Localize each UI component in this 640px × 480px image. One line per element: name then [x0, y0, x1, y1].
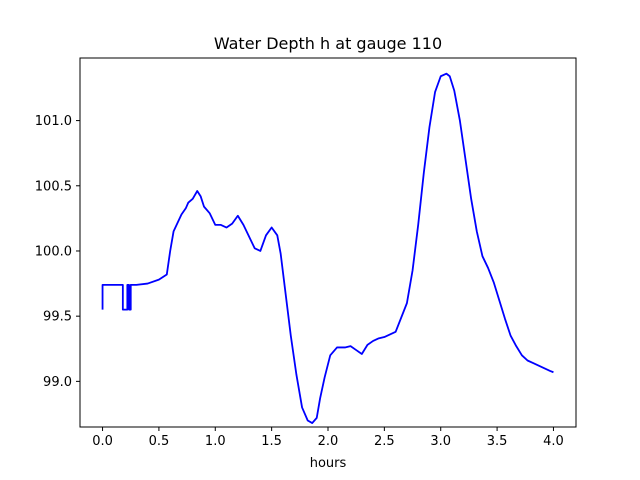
x-tick-label: 2.0 — [318, 434, 339, 449]
x-tick-label: 2.5 — [374, 434, 395, 449]
chart-title: Water Depth h at gauge 110 — [214, 34, 442, 53]
y-tick-label: 99.0 — [43, 375, 72, 390]
x-tick-label: 0.5 — [149, 434, 170, 449]
y-axis-ticks: 99.0 99.5 100.0 100.5 101.0 — [35, 114, 80, 390]
y-tick-label: 101.0 — [35, 114, 72, 129]
plot-area — [79, 57, 577, 428]
x-axis-label: hours — [310, 456, 347, 471]
y-tick-label: 100.0 — [35, 244, 72, 259]
series-line-0 — [101, 72, 554, 424]
y-tick-label: 100.5 — [35, 179, 72, 194]
y-tick-label: 99.5 — [43, 310, 72, 325]
x-tick-label: 3.5 — [487, 434, 508, 449]
x-tick-label: 1.0 — [205, 434, 226, 449]
axes-frame — [79, 57, 577, 428]
x-tick-label: 3.0 — [430, 434, 451, 449]
x-tick-label: 0.0 — [92, 434, 113, 449]
x-axis-ticks: 0.0 0.5 1.0 1.5 2.0 2.5 3.0 3.5 4.0 — [92, 427, 564, 449]
x-tick-label: 4.0 — [543, 434, 564, 449]
x-tick-label: 1.5 — [261, 434, 282, 449]
